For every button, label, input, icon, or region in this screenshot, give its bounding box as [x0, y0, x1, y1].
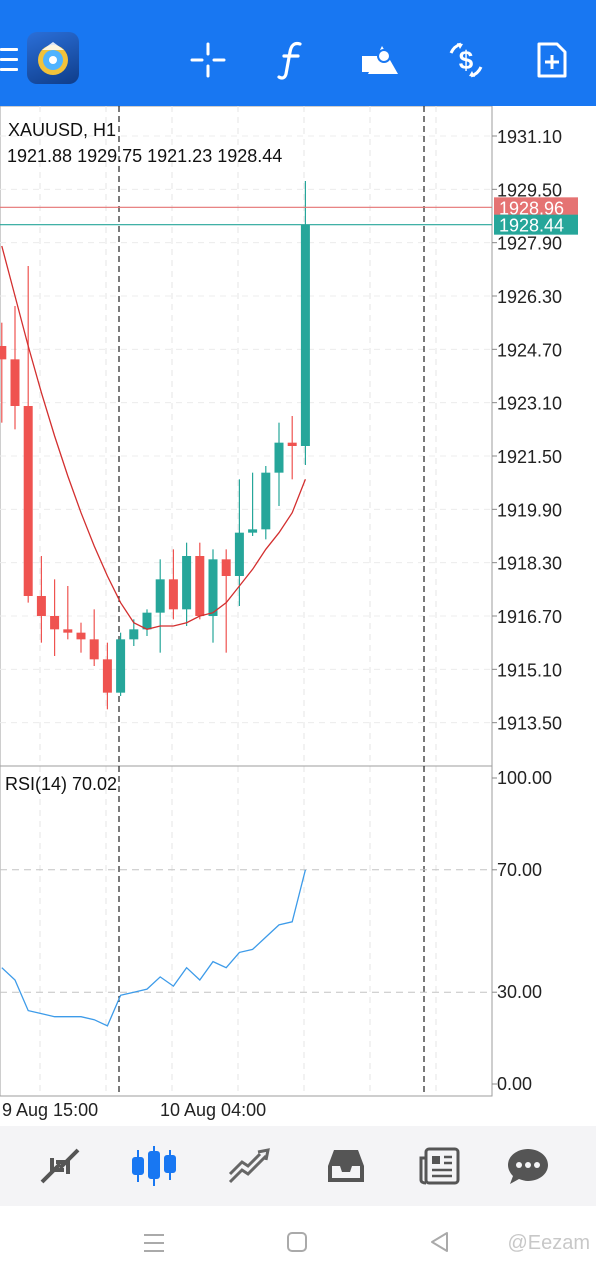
candle: [195, 542, 205, 620]
price-badge-ask: [494, 197, 578, 218]
y-tick-label: 1924.70: [497, 340, 562, 360]
candle: [76, 622, 86, 653]
candle-body: [274, 442, 284, 473]
candle-body: [89, 639, 99, 660]
candle-body: [168, 579, 178, 610]
news-tab-icon[interactable]: [408, 1138, 472, 1194]
candle-body: [221, 559, 231, 576]
history-tab-icon[interactable]: [314, 1138, 378, 1194]
y-tick-label: 1923.10: [497, 394, 562, 414]
symbol-title: XAUUSD, H1: [8, 120, 116, 140]
ohlc-values: 1921.88 1929.75 1921.23 1928.44: [7, 146, 282, 166]
moving-average-line: [1, 245, 307, 630]
candle-body: [0, 346, 7, 360]
candle: [248, 472, 258, 536]
candle: [274, 422, 284, 506]
y-tick-label: 1916.70: [497, 607, 562, 627]
candle: [116, 632, 126, 696]
app-logo: [27, 32, 79, 84]
candle: [129, 619, 139, 646]
candle: [168, 549, 178, 620]
objects-icon[interactable]: [352, 32, 408, 88]
candle: [300, 181, 310, 465]
candle-body: [129, 629, 139, 640]
back-icon[interactable]: [428, 1230, 450, 1259]
candle: [182, 542, 192, 626]
plot-frame: [0, 105, 493, 1097]
candle: [208, 549, 218, 643]
candle: [63, 586, 73, 640]
y-tick-label: 1915.10: [497, 660, 562, 680]
candle: [89, 609, 99, 666]
chart-area[interactable]: 1928.96 1928.44 1931.10 1929.50 1927.90 1926…: [0, 105, 596, 1126]
y-tick-label: 1919.90: [497, 500, 562, 520]
candle: [221, 549, 231, 653]
candle-body: [63, 629, 73, 633]
new-order-icon[interactable]: [524, 32, 580, 88]
x-tick-label: 10 Aug 04:00: [160, 1100, 266, 1120]
rsi-label: RSI(14) 70.02: [5, 774, 117, 794]
candle: [142, 609, 152, 636]
menu-icon[interactable]: [0, 48, 18, 72]
price-badge-label: 1928.44: [499, 216, 564, 236]
y-tick-label: 1929.50: [497, 180, 562, 200]
messages-tab-icon[interactable]: [496, 1138, 560, 1194]
bottom-navigation: [0, 1126, 596, 1206]
candle: [102, 642, 112, 710]
rsi-line: [1, 869, 307, 1027]
candle-body: [36, 596, 46, 616]
candle-body: [287, 442, 297, 446]
candle: [155, 559, 165, 653]
y-tick-label: 1927.90: [497, 234, 562, 254]
candle: [261, 466, 271, 540]
candle-body: [300, 224, 310, 446]
y-tick-label: 1931.10: [497, 127, 562, 147]
candle-body: [23, 406, 33, 596]
trade-icon[interactable]: $: [438, 32, 494, 88]
candle-body: [142, 612, 152, 630]
x-tick-label: 9 Aug 15:00: [2, 1100, 98, 1120]
candle-body: [102, 659, 112, 693]
top-toolbar: $: [0, 0, 596, 106]
candle-body: [155, 579, 165, 613]
candle-body: [10, 359, 20, 406]
crosshair-icon[interactable]: [180, 32, 236, 88]
svg-text:$: $: [459, 45, 474, 75]
candle-body: [234, 532, 244, 576]
home-icon[interactable]: [286, 1231, 308, 1258]
rsi-tick-label: 100.00: [497, 768, 552, 788]
candle-body: [116, 639, 126, 693]
candle-body: [195, 556, 205, 616]
rsi-tick-label: 30.00: [497, 982, 542, 1002]
candle-body: [50, 616, 60, 630]
trade-tab-icon[interactable]: [218, 1138, 282, 1194]
candle: [0, 322, 7, 423]
watermark: @Eezam: [507, 1232, 590, 1254]
candle: [50, 579, 60, 656]
recents-icon[interactable]: [142, 1232, 166, 1259]
price-badge-label: 1928.96: [499, 198, 564, 218]
candle: [10, 306, 20, 430]
candle-body: [261, 472, 271, 530]
y-tick-label: 1918.30: [497, 554, 562, 574]
candle: [287, 416, 297, 480]
y-tick-label: 1921.50: [497, 447, 562, 467]
candle: [36, 556, 46, 643]
candle-body: [208, 559, 218, 616]
rsi-tick-label: 70.00: [497, 860, 542, 880]
candle-body: [182, 556, 192, 610]
indicators-icon[interactable]: [264, 32, 320, 88]
quotes-icon[interactable]: [28, 1138, 92, 1194]
candle: [234, 479, 244, 606]
candle-body: [76, 632, 86, 640]
chart-tab-icon[interactable]: [122, 1138, 186, 1194]
y-tick-label: 1913.50: [497, 714, 562, 734]
y-tick-label: 1926.30: [497, 287, 562, 307]
candle: [23, 266, 33, 603]
candle-body: [248, 529, 258, 533]
system-navigation-bar: [0, 1206, 596, 1280]
rsi-tick-label: 0.00: [497, 1074, 532, 1094]
price-badge-bid: [494, 214, 578, 235]
